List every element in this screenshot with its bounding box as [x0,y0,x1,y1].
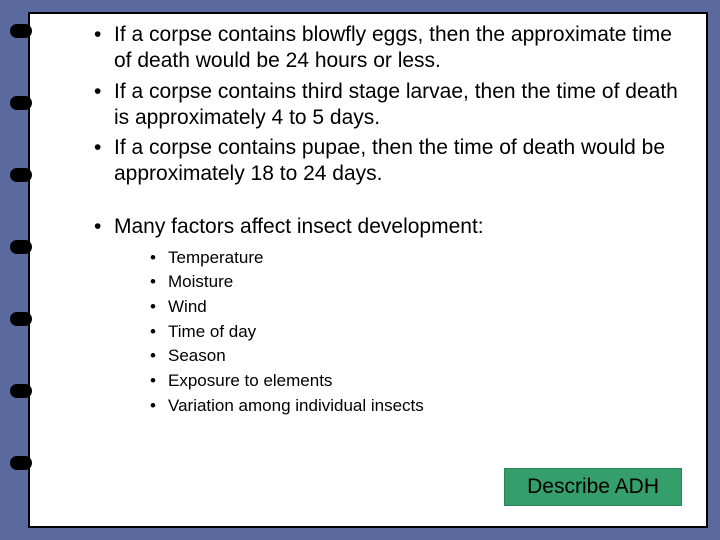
list-item: Temperature [150,246,688,271]
main-bullet-list: If a corpse contains blowfly eggs, then … [70,22,688,188]
slide-frame: If a corpse contains blowfly eggs, then … [28,12,708,528]
list-item: Wind [150,295,688,320]
list-item: If a corpse contains blowfly eggs, then … [94,22,688,75]
sub-bullet-text: Temperature [168,248,263,267]
list-item: Many factors affect insect development: … [94,214,688,419]
spiral-hole [10,24,32,38]
list-item: Exposure to elements [150,369,688,394]
factors-list: Many factors affect insect development: … [70,214,688,419]
list-item: If a corpse contains pupae, then the tim… [94,135,688,188]
spiral-hole [10,384,32,398]
list-item: If a corpse contains third stage larvae,… [94,79,688,132]
list-item: Moisture [150,270,688,295]
spiral-hole [10,240,32,254]
slide-content: If a corpse contains blowfly eggs, then … [70,22,688,514]
sub-bullet-text: Wind [168,297,207,316]
list-item: Variation among individual insects [150,394,688,419]
spiral-hole [10,456,32,470]
spiral-hole [10,312,32,326]
describe-adh-button[interactable]: Describe ADH [504,468,682,506]
action-label: Describe ADH [527,475,659,498]
sub-bullet-list: Temperature Moisture Wind Time of day Se… [114,246,688,418]
spiral-hole [10,96,32,110]
sub-bullet-text: Moisture [168,272,233,291]
sub-bullet-text: Time of day [168,322,256,341]
sub-bullet-text: Exposure to elements [168,371,332,390]
bullet-text: If a corpse contains pupae, then the tim… [114,136,665,185]
bullet-text: If a corpse contains blowfly eggs, then … [114,23,672,72]
sub-bullet-text: Season [168,346,226,365]
spiral-hole [10,168,32,182]
list-item: Time of day [150,320,688,345]
spacer [70,192,688,214]
list-item: Season [150,344,688,369]
sub-bullet-text: Variation among individual insects [168,396,424,415]
factors-intro-text: Many factors affect insect development: [114,215,484,238]
bullet-text: If a corpse contains third stage larvae,… [114,80,678,129]
